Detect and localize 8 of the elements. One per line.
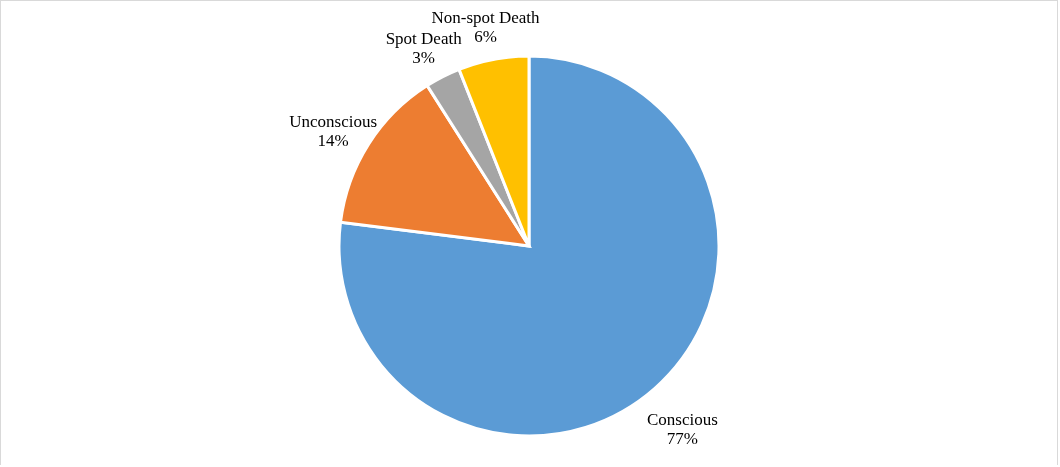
slice-label: Conscious	[647, 410, 718, 430]
slice-label: Spot Death	[385, 29, 463, 49]
slice-label: Non-spot Death	[431, 8, 541, 28]
data-label: 6%	[474, 27, 497, 47]
data-label: 14%	[317, 130, 349, 150]
slice-label: Unconscious	[289, 111, 378, 131]
data-label: 77%	[666, 429, 699, 449]
data-label: 3%	[412, 48, 436, 68]
